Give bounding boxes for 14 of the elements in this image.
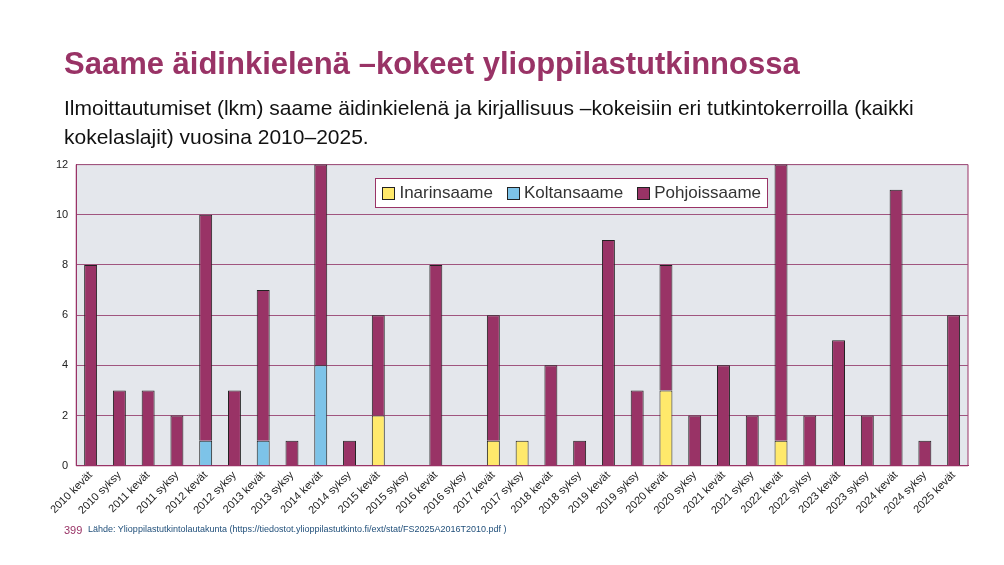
y-tick-label: 0: [62, 458, 69, 471]
chart-title: Saame äidinkielenä –kokeet ylioppilastutkinnossa: [64, 46, 800, 82]
y-tick-label: 12: [55, 157, 69, 170]
legend-label: Pohjoissaame: [654, 183, 761, 203]
text: 399: [64, 524, 83, 536]
text: Lähde: Ylioppilastutkintolautakunta (https://tiedostot.ylioppilastutkinto.fi/ext/stat/FS2025A2016T2010.pdf ): [88, 524, 507, 534]
legend-label: Koltansaame: [523, 183, 624, 203]
y-tick-label: 2: [62, 408, 69, 421]
y-tick-label: 4: [62, 358, 69, 371]
y-tick-label: 10: [55, 207, 69, 220]
chart-subtitle: Ilmoittautumiset (lkm) saame äidinkielenä ja kirjallisuus –kokeisiin eri tutkintokerroilla (kaikki kokelaslajit) vuosina 2010–2025.: [64, 95, 915, 150]
y-tick-label: 6: [62, 308, 69, 321]
legend-label: Inarinsaame: [399, 183, 493, 203]
y-tick-label: 8: [62, 258, 69, 271]
